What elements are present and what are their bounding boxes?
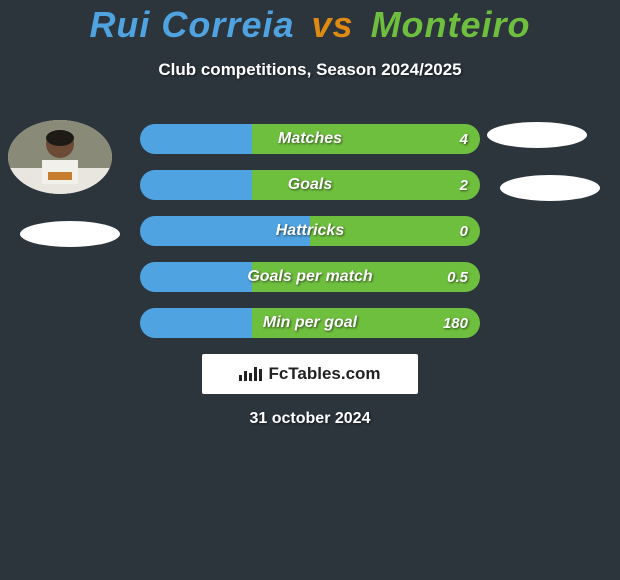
stat-label: Min per goal — [140, 308, 480, 338]
stat-label: Goals per match — [140, 262, 480, 292]
stat-label: Hattricks — [140, 216, 480, 246]
placeholder-ellipse-1 — [20, 221, 120, 247]
placeholder-ellipse-2 — [487, 122, 587, 148]
placeholder-ellipse-3 — [500, 175, 600, 201]
stat-row: Goals per match0.5 — [140, 262, 480, 292]
stats-rows: Matches4Goals2Hattricks0Goals per match0… — [140, 124, 480, 354]
bar-chart-icon — [239, 367, 262, 381]
subtitle: Club competitions, Season 2024/2025 — [0, 60, 620, 80]
stat-row: Matches4 — [140, 124, 480, 154]
stat-row: Min per goal180 — [140, 308, 480, 338]
player1-avatar — [8, 120, 112, 194]
stat-value-right: 4 — [460, 124, 468, 154]
stat-label: Matches — [140, 124, 480, 154]
date-line: 31 october 2024 — [0, 410, 620, 428]
stat-row: Hattricks0 — [140, 216, 480, 246]
player1-photo-placeholder — [8, 120, 112, 194]
title-player1: Rui Correia — [89, 4, 294, 45]
logo-text: FcTables.com — [268, 364, 380, 384]
stat-value-right: 180 — [443, 308, 468, 338]
title-vs: vs — [312, 4, 354, 45]
stat-label: Goals — [140, 170, 480, 200]
stat-value-right: 0.5 — [447, 262, 468, 292]
stat-value-right: 0 — [460, 216, 468, 246]
title-player2: Monteiro — [371, 4, 531, 45]
stat-value-right: 2 — [460, 170, 468, 200]
comparison-title: Rui Correia vs Monteiro — [0, 0, 620, 46]
fctables-logo: FcTables.com — [202, 354, 418, 394]
stat-row: Goals2 — [140, 170, 480, 200]
